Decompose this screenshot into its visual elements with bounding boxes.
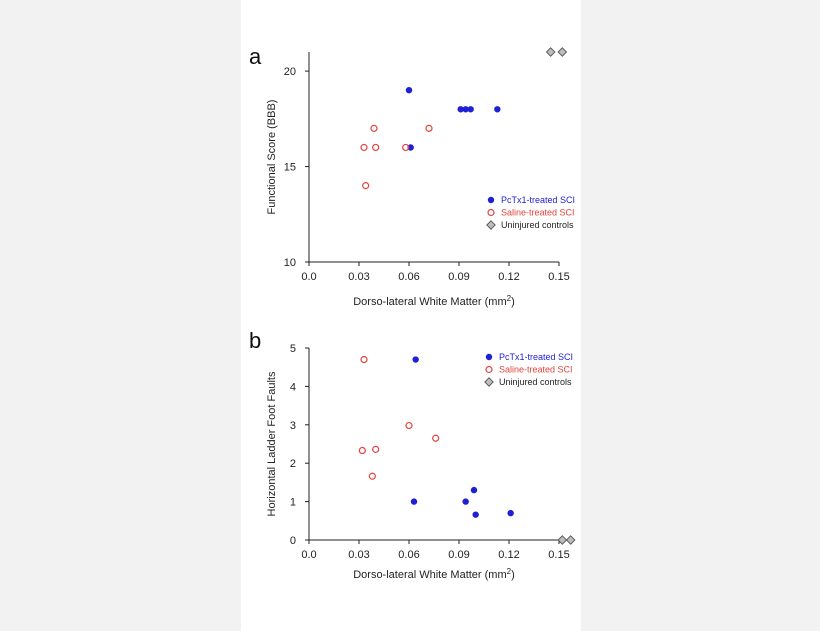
panel-b-data-point <box>410 498 418 505</box>
panel-a-data-point <box>457 106 464 113</box>
panel-b-x-tick-label: 0.12 <box>498 549 519 561</box>
panel-b-letter: b <box>249 328 261 353</box>
panel-a-data-point <box>362 182 370 190</box>
panel-b-y-tick-label: 2 <box>290 458 296 470</box>
panel-a-y-tick-label: 15 <box>284 162 296 174</box>
panel-b-data-point <box>432 434 440 442</box>
panel-b-data-point <box>405 421 413 430</box>
panel-b-data-point <box>557 535 568 545</box>
panel-a-data-point <box>372 143 380 152</box>
panel-b-legend-marker <box>485 365 493 374</box>
panel-b-y-tick-label: 1 <box>290 497 296 509</box>
panel-a-legend-entry: Saline-treated SCI <box>501 208 575 218</box>
panel-a-legend-marker <box>487 208 495 217</box>
panel-b-legend-marker <box>484 377 494 387</box>
panel-b-x-tick-label: 0.03 <box>348 549 369 561</box>
panel-b-legend-entry: Saline-treated SCI <box>499 365 573 375</box>
panel-a-letter: a <box>249 44 262 69</box>
panel-b-y-tick-label: 5 <box>290 343 296 355</box>
panel-a-legend-entry: PcTx1-treated SCI <box>501 195 575 205</box>
panel-a-x-tick-label: 0.15 <box>548 271 569 283</box>
panel-a-legend-entry: Uninjured controls <box>501 220 574 230</box>
panel-b-legend-entry: PcTx1-treated SCI <box>499 352 573 362</box>
panel-b-y-tick-label: 3 <box>290 420 296 432</box>
panel-b-data-point <box>462 498 469 505</box>
panel-a-data-point <box>402 143 410 152</box>
panel-b-y-tick-label: 0 <box>290 535 296 547</box>
panel-a-data-point <box>407 144 414 151</box>
panel-a-data-point <box>557 47 568 57</box>
panel-a-data-point <box>462 106 469 113</box>
panel-b-data-point <box>358 446 366 455</box>
panel-b-x-tick-label: 0.06 <box>398 549 419 561</box>
panel-a-x-tick-label: 0.09 <box>448 271 469 283</box>
panel-a-x-tick-label: 0.03 <box>348 271 369 283</box>
panel-a-y-tick-label: 10 <box>284 257 296 269</box>
panel-b-data-point <box>372 445 380 453</box>
panel-b-data-point <box>360 355 368 364</box>
panel-b-legend-entry: Uninjured controls <box>499 377 572 387</box>
panel-b-x-tick-label: 0.09 <box>448 549 469 561</box>
panel-a-y-axis-label: Functional Score (BBB) <box>266 100 278 215</box>
panel-b-data-point <box>470 486 478 494</box>
panel-a-x-tick-label: 0.12 <box>498 271 519 283</box>
panel-a-x-tick-label: 0.06 <box>398 271 419 283</box>
panel-a-legend-marker <box>487 196 495 204</box>
panel-b-data-point <box>507 509 514 517</box>
panel-b-x-tick-label: 0.0 <box>301 549 316 561</box>
panel-b-data-point <box>472 511 479 518</box>
panel-b-data-point <box>368 472 376 480</box>
panel-b-data-point <box>565 535 576 545</box>
figure: a 0.0 0.03 0.06 0.09 0.12 0.15 10 15 20 Dorso-late… <box>241 0 581 631</box>
panel-a-y-tick-label: 20 <box>284 66 296 78</box>
panel-a-x-tick-label: 0.0 <box>301 271 316 283</box>
panel-a-data-point <box>370 124 378 132</box>
panel-a-data-point <box>545 47 556 57</box>
panel-b-x-axis-label: Dorso-lateral White Matter (mm2) <box>353 567 515 581</box>
panel-b-y-axis-label: Horizontal Ladder Foot Faults <box>266 371 278 516</box>
panel-b-legend-marker <box>485 353 493 361</box>
panel-a-data-point <box>494 106 501 113</box>
figure-svg: a0.0 0.03 0.06 0.09 0.12 0.15101520Dorso-late… <box>249 44 576 581</box>
panel-b-x-tick-label: 0.15 <box>548 549 569 561</box>
panel-b-data-point <box>412 356 419 363</box>
panel-a-data-point <box>405 86 413 94</box>
panel-b-y-tick-label: 4 <box>290 381 296 393</box>
panel-a-data-point <box>360 143 368 152</box>
panel-a-data-point <box>425 124 433 132</box>
panel-a-data-point <box>467 106 474 113</box>
panel-a-legend-marker <box>486 220 496 230</box>
panel-a-x-axis-label: Dorso-lateral White Matter (mm2) <box>353 294 515 308</box>
